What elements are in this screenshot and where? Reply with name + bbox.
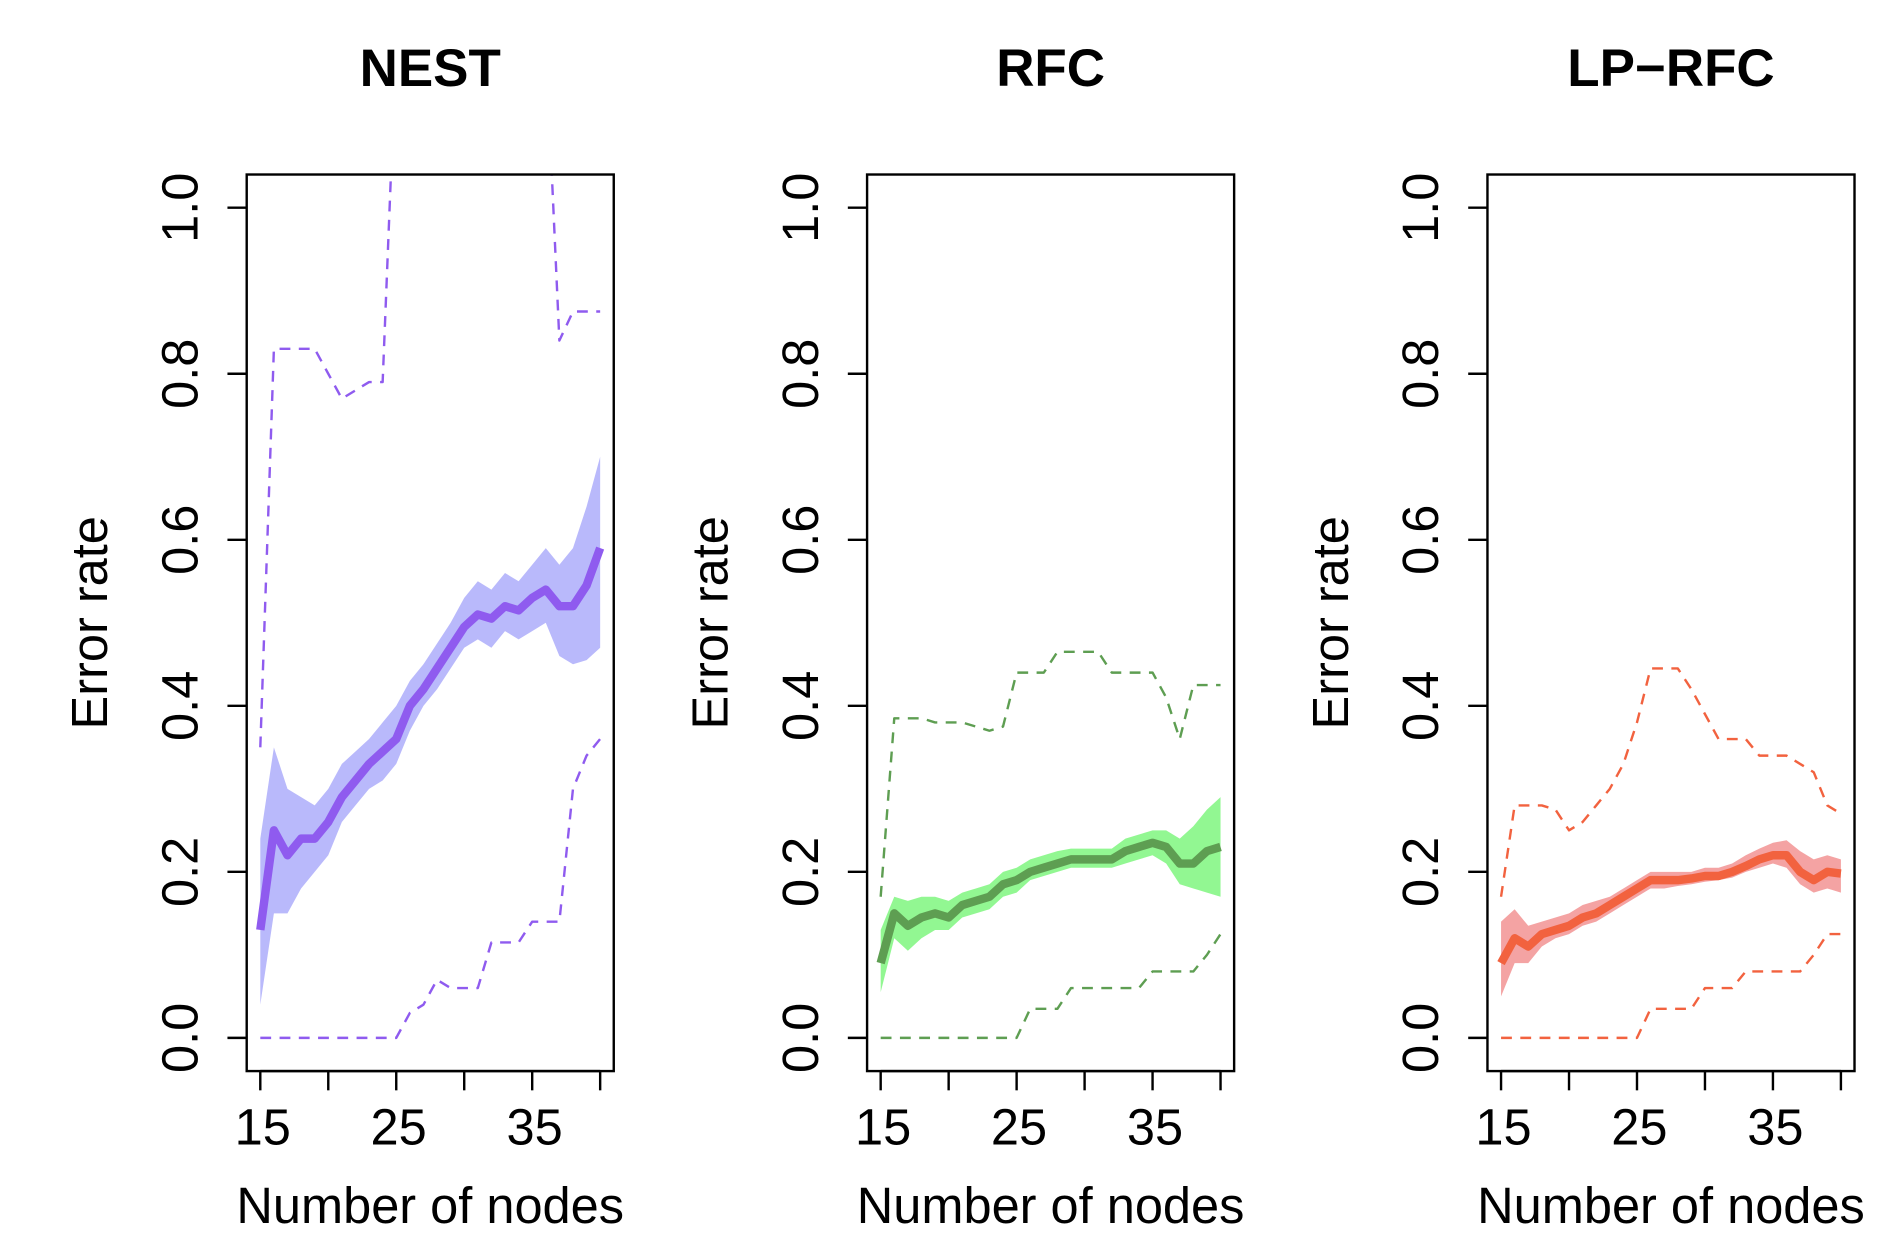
y-tick-label: 0.6 bbox=[151, 505, 208, 575]
x-axis-label: Number of nodes bbox=[857, 1177, 1245, 1234]
y-tick-label: 0.0 bbox=[772, 1003, 829, 1073]
x-tick-label: 25 bbox=[371, 1099, 427, 1156]
y-tick-label: 0.8 bbox=[151, 339, 208, 409]
y-tick-label: 0.4 bbox=[1392, 671, 1449, 741]
plot-frame bbox=[245, 173, 615, 1073]
mean-line bbox=[876, 838, 1222, 965]
y-axis-label: Error rate bbox=[1302, 516, 1359, 729]
panel: NEST Number of nodes Error rate 0.0 0.2 0.4 0.… bbox=[61, 39, 624, 1234]
y-tick-label: 0.8 bbox=[1392, 339, 1449, 409]
panel-title: NEST bbox=[360, 39, 501, 98]
x-tick-label: 15 bbox=[855, 1099, 911, 1156]
y-tick-label: 1.0 bbox=[1392, 173, 1449, 243]
lower-bound bbox=[260, 738, 602, 1040]
x-tick-label: 25 bbox=[991, 1099, 1047, 1156]
plot-frame bbox=[1486, 173, 1856, 1073]
band bbox=[1501, 840, 1841, 997]
x-tick-label: 35 bbox=[1747, 1099, 1803, 1156]
upper-bound bbox=[259, 174, 601, 748]
panel-title: LP−RFC bbox=[1567, 39, 1774, 98]
band bbox=[880, 797, 1221, 993]
plot-area bbox=[256, 174, 605, 1040]
x-tick-label: 25 bbox=[1611, 1099, 1667, 1156]
panel: RFC Number of nodes Error rate 0.0 0.2 0.4 0.6… bbox=[682, 39, 1245, 1234]
y-tick-label: 0.2 bbox=[151, 837, 208, 907]
x-tick-label: 15 bbox=[1475, 1099, 1531, 1156]
plot-area bbox=[876, 650, 1222, 1040]
plot-frame bbox=[865, 173, 1236, 1073]
panel: LP−RFC Number of nodes Error rate 0.0 0.2 0.4… bbox=[1302, 39, 1865, 1234]
x-axis-label: Number of nodes bbox=[236, 1177, 624, 1234]
panel-title: RFC bbox=[996, 39, 1105, 98]
plot-area bbox=[1497, 667, 1842, 1040]
y-tick-label: 0.0 bbox=[1392, 1003, 1449, 1073]
upper-bound bbox=[1499, 667, 1842, 897]
y-tick-label: 1.0 bbox=[772, 173, 829, 243]
x-tick-label: 15 bbox=[235, 1099, 291, 1156]
x-axis-label: Number of nodes bbox=[1477, 1177, 1865, 1234]
y-tick-label: 0.0 bbox=[151, 1003, 208, 1073]
y-tick-label: 0.4 bbox=[151, 671, 208, 741]
y-tick-label: 0.2 bbox=[772, 837, 829, 907]
x-tick-label: 35 bbox=[506, 1099, 562, 1156]
mean-line bbox=[1497, 851, 1842, 966]
y-axis-label: Error rate bbox=[61, 516, 118, 729]
upper-bound bbox=[879, 650, 1221, 897]
y-tick-label: 0.4 bbox=[772, 671, 829, 741]
x-tick-label: 35 bbox=[1127, 1099, 1183, 1156]
y-tick-label: 0.8 bbox=[772, 339, 829, 409]
y-tick-label: 0.6 bbox=[1392, 505, 1449, 575]
y-tick-label: 0.6 bbox=[772, 505, 829, 575]
band bbox=[260, 456, 601, 1005]
y-tick-label: 0.2 bbox=[1392, 837, 1449, 907]
y-tick-label: 1.0 bbox=[151, 173, 208, 243]
y-axis-label: Error rate bbox=[682, 516, 739, 729]
mean-line bbox=[256, 546, 605, 931]
lower-bound bbox=[1501, 932, 1841, 1040]
lower-bound bbox=[880, 933, 1222, 1040]
